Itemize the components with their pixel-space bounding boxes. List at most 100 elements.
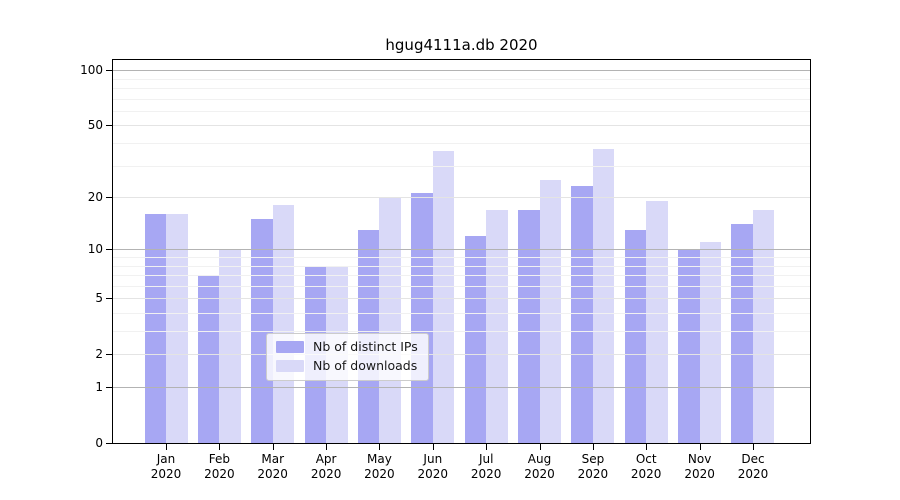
x-axis-label-jan: Jan 2020 (139, 452, 193, 482)
year-label: 2020 (310, 467, 342, 481)
year-label: 2020 (524, 467, 555, 481)
gridline-y-1 (113, 387, 810, 388)
year-label: 2020 (150, 467, 182, 481)
x-axis-label-feb: Feb 2020 (192, 452, 246, 482)
y-axis-tick-label-5: 5 (95, 291, 103, 306)
bar-downloads-may (379, 197, 401, 443)
x-axis-label-oct: Oct 2020 (619, 452, 673, 482)
month-name: Oct (635, 452, 657, 466)
month-name: Nov (687, 452, 712, 466)
gridline-y-4 (113, 313, 810, 314)
legend-label-downloads: Nb of downloads (313, 358, 418, 373)
month-name: Feb (208, 452, 231, 466)
year-label: 2020 (577, 467, 609, 481)
y-axis-tick-label-2: 2 (95, 347, 103, 362)
x-axis-tick-aug (539, 444, 541, 450)
month-name: Apr (315, 452, 337, 466)
y-axis-tick-1 (106, 387, 112, 388)
plot-area (112, 59, 811, 444)
gridline-y-20 (113, 197, 810, 199)
year-label: 2020 (684, 467, 715, 481)
bar-distinct-ips-nov (678, 249, 700, 443)
bar-downloads-oct (646, 201, 668, 443)
legend-item-distinct-ips: Nb of distinct IPs (276, 339, 418, 355)
x-axis-tick-nov (699, 444, 701, 450)
bar-downloads-aug (539, 179, 562, 443)
x-axis-label-jul: Jul 2020 (459, 452, 513, 482)
x-axis-label-aug: Aug 2020 (513, 452, 567, 482)
y-axis-tick-5 (106, 298, 112, 300)
x-axis-label-may: May 2020 (352, 452, 406, 482)
month-name: Aug (527, 452, 552, 466)
legend: Nb of distinct IPs Nb of downloads (266, 333, 429, 381)
legend-swatch-downloads (276, 360, 304, 372)
chart-title: hgug4111a.db 2020 (385, 36, 538, 54)
month-name: Jan (156, 452, 176, 466)
gridline-y-2 (113, 354, 810, 356)
bar-distinct-ips-jun (411, 193, 433, 443)
gridline-y-10 (113, 249, 810, 251)
y-axis-tick-label-1: 1 (95, 380, 103, 394)
month-name: Mar (261, 452, 284, 466)
bar-downloads-mar (272, 205, 295, 443)
gridline-y-90 (113, 78, 810, 80)
bar-distinct-ips-jan (144, 214, 166, 443)
year-label: 2020 (364, 467, 395, 481)
y-axis-tick-50 (106, 125, 112, 127)
year-label: 2020 (204, 467, 235, 481)
gridline-y-9 (113, 257, 810, 258)
x-axis-label-apr: Apr 2020 (299, 452, 353, 482)
gridline-y-70 (113, 98, 810, 100)
x-axis-label-mar: Mar 2020 (246, 452, 300, 482)
bar-downloads-jul (486, 209, 508, 443)
bar-downloads-feb (219, 249, 241, 443)
gridline-y-5 (113, 298, 810, 300)
x-axis-tick-sep (592, 444, 594, 450)
x-axis-tick-oct (646, 444, 648, 450)
x-axis-label-dec: Dec 2020 (726, 452, 780, 482)
year-label: 2020 (417, 467, 449, 481)
year-label: 2020 (257, 467, 288, 481)
gridline-y-7 (113, 275, 810, 276)
gridline-y-50 (113, 125, 810, 127)
x-axis-label-nov: Nov 2020 (673, 452, 727, 482)
bar-distinct-ips-sep (571, 186, 593, 443)
gridline-y-80 (113, 88, 810, 89)
x-axis-tick-jan (166, 444, 167, 450)
bar-downloads-jan (166, 214, 188, 443)
month-name: May (366, 452, 392, 466)
gridline-y-6 (113, 285, 810, 287)
y-axis-tick-label-20: 20 (87, 190, 103, 205)
year-label: 2020 (737, 467, 769, 481)
gridline-y-3 (113, 331, 810, 332)
month-name: Dec (741, 452, 765, 466)
y-axis-tick-100 (106, 70, 112, 72)
year-label: 2020 (470, 467, 502, 481)
y-axis-tick-label-10: 10 (87, 242, 103, 257)
y-axis-tick-0 (106, 443, 112, 444)
x-axis-tick-apr (326, 444, 328, 450)
bar-distinct-ips-aug (518, 209, 540, 443)
legend-swatch-distinct-ips (276, 341, 304, 353)
x-axis-tick-feb (219, 444, 221, 450)
y-axis-tick-2 (106, 354, 112, 356)
legend-item-downloads: Nb of downloads (276, 358, 418, 374)
month-name: Jun (423, 452, 443, 466)
y-axis-tick-label-50: 50 (87, 118, 103, 133)
y-axis-tick-20 (106, 197, 112, 199)
bar-downloads-dec (752, 209, 775, 443)
y-axis-tick-label-0: 0 (95, 436, 103, 450)
gridline-y-40 (113, 143, 810, 144)
bar-distinct-ips-dec (731, 224, 753, 443)
x-axis-tick-jul (486, 444, 488, 450)
y-axis-tick-10 (106, 249, 112, 251)
bar-downloads-jun (432, 151, 455, 443)
x-axis-label-sep: Sep 2020 (566, 452, 620, 482)
y-axis-tick-label-100: 100 (80, 63, 103, 78)
bar-distinct-ips-jul (464, 235, 487, 443)
x-axis-label-jun: Jun 2020 (406, 452, 460, 482)
bar-downloads-nov (699, 242, 722, 443)
x-axis-tick-dec (753, 444, 754, 450)
month-name: Sep (581, 452, 605, 466)
